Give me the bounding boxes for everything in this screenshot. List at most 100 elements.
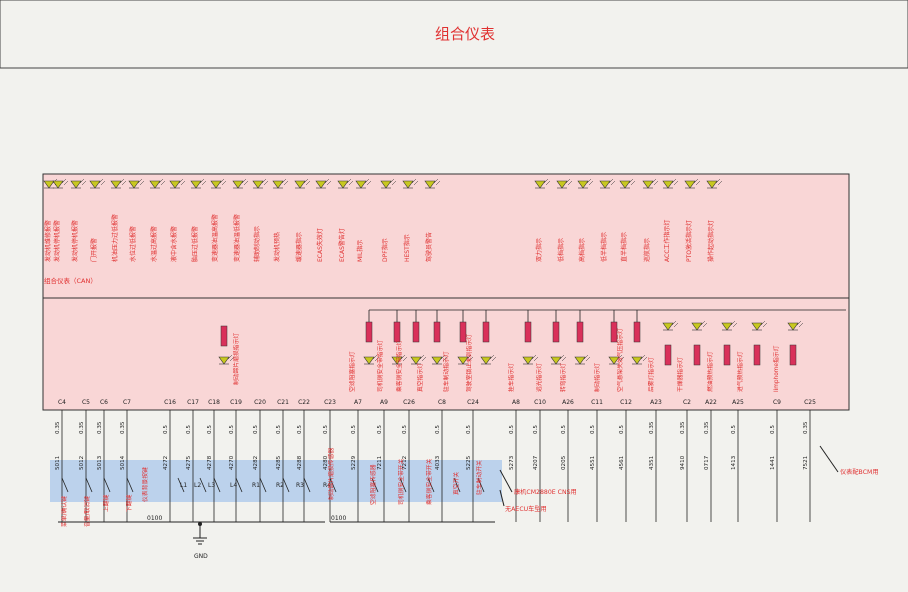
resistor-icon [633, 321, 641, 343]
lamp-led-icon [424, 178, 441, 189]
lamp-led-icon [391, 354, 408, 365]
title-frame [0, 0, 908, 69]
resistor-icon [365, 321, 373, 343]
page-title: 组合仪表 [435, 25, 495, 43]
switch-pin-label: L3 [208, 482, 215, 489]
hw-lamp-label: 干燥器指示灯 [676, 357, 684, 392]
hw-lamp-label: 挂车指示灯 [507, 363, 515, 392]
wire-size-label: 0.5 [509, 425, 515, 434]
connector-pin-label: C17 [187, 399, 199, 406]
resistor-icon [393, 321, 401, 343]
wire-size-label: 0.5 [435, 425, 441, 434]
wire-number-label: 4288 [297, 455, 303, 470]
lamp-led-icon [577, 178, 594, 189]
instrument-panel-hw [42, 297, 850, 411]
can-lamp-label: 辅助制动指示 [253, 226, 261, 262]
resistor-icon [552, 321, 560, 343]
lamp-led-icon [662, 178, 679, 189]
switch-icon [282, 477, 290, 493]
switch-area [50, 460, 502, 502]
resistor-icon [482, 321, 490, 343]
wire-size-label: 0.5 [770, 425, 776, 434]
resistor-icon [723, 344, 731, 366]
lamp-led-icon [218, 354, 235, 365]
lamp-led-icon [787, 320, 804, 331]
resistor-icon [789, 344, 797, 366]
hw-lamp-label: 制动蹄片磨损指示灯 [232, 333, 240, 385]
hw-lamp-label: 制动指示灯 [593, 363, 601, 392]
can-lamp-label: 水位过低报警 [129, 226, 137, 262]
wire-number-label: 5014 [120, 455, 126, 470]
can-lamp-label: 变速器油温高报警 [211, 214, 219, 262]
can-lamp-label: 胎压过低报警 [191, 226, 199, 262]
wire-size-label: 0.5 [297, 425, 303, 434]
can-lamp-label: 发动机维修报警 [44, 220, 52, 262]
lamp-led-icon [149, 178, 166, 189]
can-lamp-label: 变速器油温低报警 [233, 214, 241, 262]
can-lamp-label: 双力指示 [535, 238, 543, 262]
resistor-icon [693, 344, 701, 366]
connector-pin-label: C10 [534, 399, 546, 406]
connector-pin-label: C8 [438, 399, 446, 406]
can-lamp-label: ECAS失效灯 [316, 228, 324, 262]
connector-pin-label: C26 [403, 399, 415, 406]
wire-size-label: 0.35 [649, 421, 655, 434]
switch-label: 司机侧安全带开关 [397, 458, 405, 505]
ground-wire-label-2: 0100 [331, 515, 346, 522]
connector-pin-label: C6 [100, 399, 108, 406]
lamp-led-icon [252, 178, 269, 189]
wire-size-label: 0.5 [402, 425, 408, 434]
hw-lamp-label: 驾驶室锁止未到指示灯 [465, 334, 473, 392]
lamp-led-icon [402, 178, 419, 189]
pin-group: C4 C5 C6 C7 C16 C17 C18 C19 C20 C21 C22 C23 A7 A9 C26 C… [58, 399, 816, 406]
switch-icon [399, 477, 407, 493]
connector-pin-label: A22 [705, 399, 717, 406]
lamp-led-icon [706, 178, 723, 189]
lamp-led-icon [337, 178, 354, 189]
can-lamp-label: DPF指示 [381, 238, 389, 262]
can-lamp-label: 液中含水报警 [170, 226, 178, 262]
wire-number-label: 9410 [680, 455, 686, 470]
lamp-led-icon [691, 320, 708, 331]
switch-pin-label: R4 [323, 482, 331, 489]
can-lamp-label: 低档指示 [557, 238, 565, 262]
lamp-led-icon [751, 320, 768, 331]
can-lamp-label: 驾驶员警告 [425, 232, 433, 262]
wire-number-label: 4270 [229, 455, 235, 470]
wire-number-label: 4551 [590, 455, 596, 470]
wire-number-label: 4285 [276, 455, 282, 470]
hw-lamp-label: 驻车制动指示灯 [442, 351, 450, 392]
wire-size-label: 0.35 [97, 421, 103, 434]
switch-pin-label: L2 [194, 482, 201, 489]
can-lamp-label: 水温过高报警 [150, 226, 158, 262]
hw-lamp-label: 司机侧安全带指示灯 [376, 340, 384, 392]
connector-pin-label: A26 [562, 399, 574, 406]
resistor-icon [412, 321, 420, 343]
instrument-panel-can [42, 173, 850, 299]
lamp-led-icon [480, 354, 497, 365]
wire-number-label: 5012 [79, 456, 85, 470]
wire-number-label: 5225 [466, 455, 472, 470]
resistor-icon [610, 321, 618, 343]
wire-size-label: 0.5 [229, 425, 235, 434]
connector-pin-label: C23 [324, 399, 336, 406]
note-bcm: 仪表配BCM用 [840, 468, 879, 476]
wire-number-label: 4280 [323, 455, 329, 470]
can-lamp-label: 直半档指示 [620, 232, 628, 262]
connector-pin-label: A23 [650, 399, 662, 406]
ground-wire-label-1: 0100 [147, 515, 162, 522]
lamp-led-icon [210, 178, 227, 189]
switch-icon [329, 477, 337, 493]
lamp-led-icon [431, 354, 448, 365]
can-lamp-label: HEST指示 [403, 234, 411, 262]
wire-size-label: 0.5 [276, 425, 282, 434]
wire-size-label: 0.35 [120, 421, 126, 434]
can-lamp-label: 高档指示 [578, 238, 586, 262]
wire-size-label: 0.5 [466, 425, 472, 434]
hw-lamp-label: 燃油预热指示灯 [706, 351, 714, 392]
hw-lamp-label: 后雾灯指示灯 [647, 357, 655, 392]
switch-pin-label: R2 [276, 482, 284, 489]
switch-label: 乘客侧安全带开关 [425, 458, 433, 505]
